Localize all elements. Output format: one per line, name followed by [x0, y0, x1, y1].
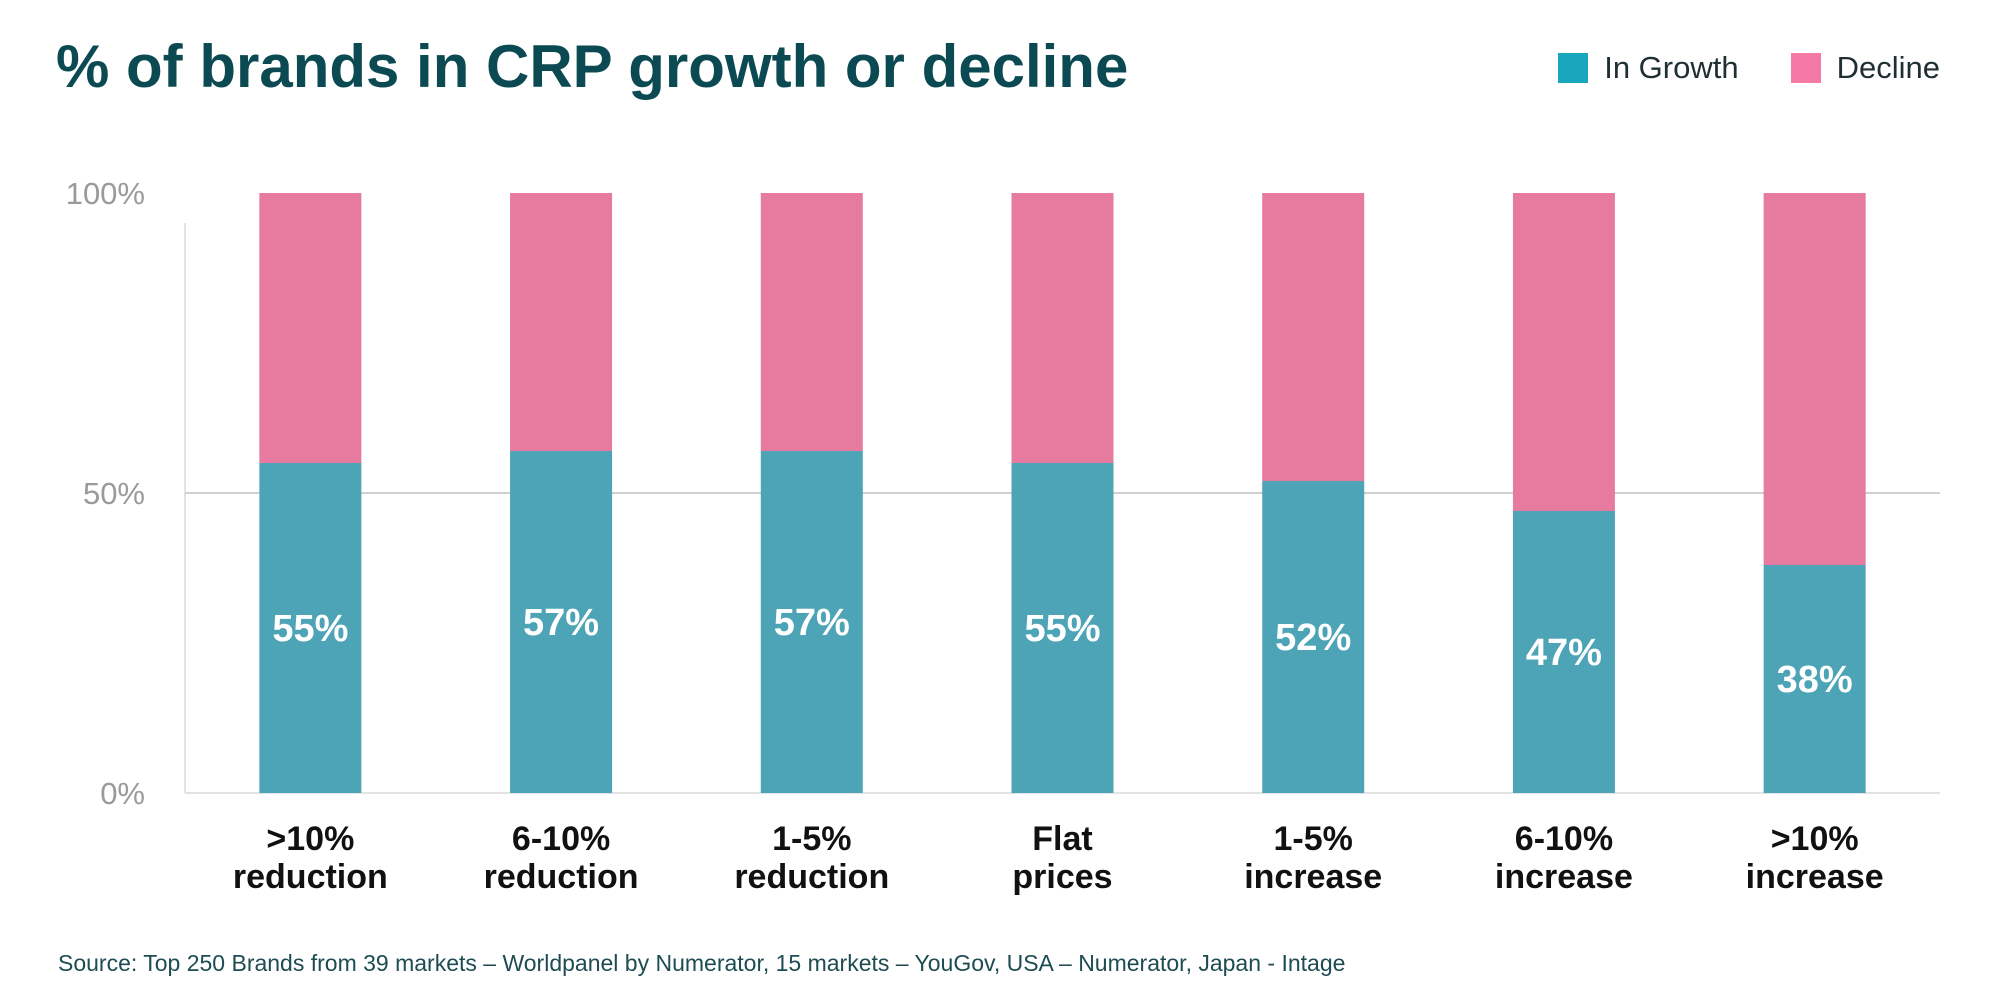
bar-in-growth	[259, 463, 362, 793]
x-tick-label: prices	[1012, 858, 1112, 896]
y-tick-label: 50%	[83, 476, 145, 511]
legend-label-decline: Decline	[1836, 50, 1940, 85]
x-tick-label: >10%	[266, 820, 354, 858]
x-tick-label: increase	[1244, 858, 1382, 896]
legend: In Growth Decline	[1558, 50, 1940, 86]
x-tick-label: 6-10%	[1515, 820, 1613, 858]
bar-decline	[1011, 193, 1114, 463]
bar-in-growth	[1262, 481, 1365, 793]
source-note: Source: Top 250 Brands from 39 markets –…	[58, 950, 1346, 976]
x-tick-label: reduction	[484, 858, 639, 896]
x-tick-label: Flat	[1032, 820, 1092, 858]
data-label: 55%	[272, 608, 348, 650]
bar-in-growth	[1763, 565, 1866, 793]
legend-item-decline: Decline	[1790, 50, 1940, 86]
bar-decline	[1763, 193, 1866, 565]
data-label: 57%	[774, 602, 850, 644]
bar-decline	[510, 193, 613, 451]
data-label: 47%	[1526, 632, 1602, 674]
legend-swatch-in-growth	[1558, 53, 1589, 83]
x-tick-label: reduction	[734, 858, 889, 896]
bar-decline	[1262, 193, 1365, 481]
legend-swatch-decline	[1790, 53, 1821, 83]
x-tick-label: 6-10%	[512, 820, 610, 858]
data-label: 52%	[1275, 617, 1351, 659]
y-tick-label: 100%	[66, 176, 145, 211]
bar-decline	[1512, 193, 1615, 511]
bar-in-growth	[510, 451, 613, 793]
x-tick-label: 1-5%	[1274, 820, 1353, 858]
bar-decline	[259, 193, 362, 463]
data-label: 38%	[1777, 659, 1853, 701]
legend-label-in-growth: In Growth	[1604, 50, 1739, 85]
x-tick-label: increase	[1495, 858, 1633, 896]
x-tick-label: 1-5%	[772, 820, 851, 858]
bar-in-growth	[1512, 511, 1615, 793]
x-tick-label: >10%	[1771, 820, 1859, 858]
data-label: 57%	[523, 602, 599, 644]
legend-item-in-growth: In Growth	[1558, 50, 1739, 86]
data-label: 55%	[1024, 608, 1100, 650]
x-tick-label: increase	[1746, 858, 1884, 896]
chart-title: % of brands in CRP growth or decline	[56, 33, 1129, 100]
bar-in-growth	[760, 451, 863, 793]
bar-decline	[760, 193, 863, 451]
bar-in-growth	[1011, 463, 1114, 793]
x-tick-label: reduction	[233, 858, 388, 896]
y-tick-label: 0%	[100, 776, 145, 811]
